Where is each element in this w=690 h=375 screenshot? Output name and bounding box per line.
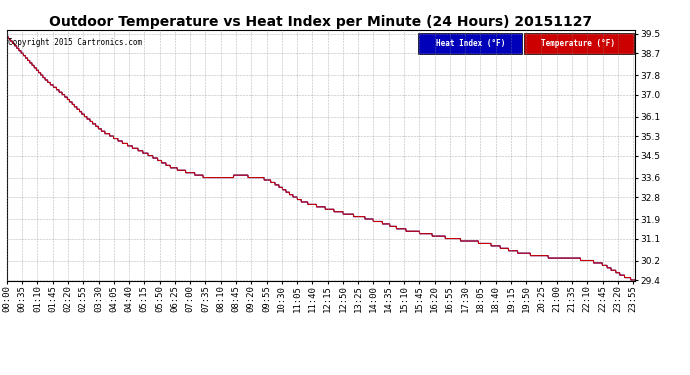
Text: Heat Index (°F): Heat Index (°F) <box>435 39 505 48</box>
FancyBboxPatch shape <box>524 33 633 54</box>
Text: Copyright 2015 Cartronics.com: Copyright 2015 Cartronics.com <box>8 38 142 46</box>
Title: Outdoor Temperature vs Heat Index per Minute (24 Hours) 20151127: Outdoor Temperature vs Heat Index per Mi… <box>49 15 593 29</box>
Text: Temperature (°F): Temperature (°F) <box>541 39 615 48</box>
FancyBboxPatch shape <box>418 33 522 54</box>
